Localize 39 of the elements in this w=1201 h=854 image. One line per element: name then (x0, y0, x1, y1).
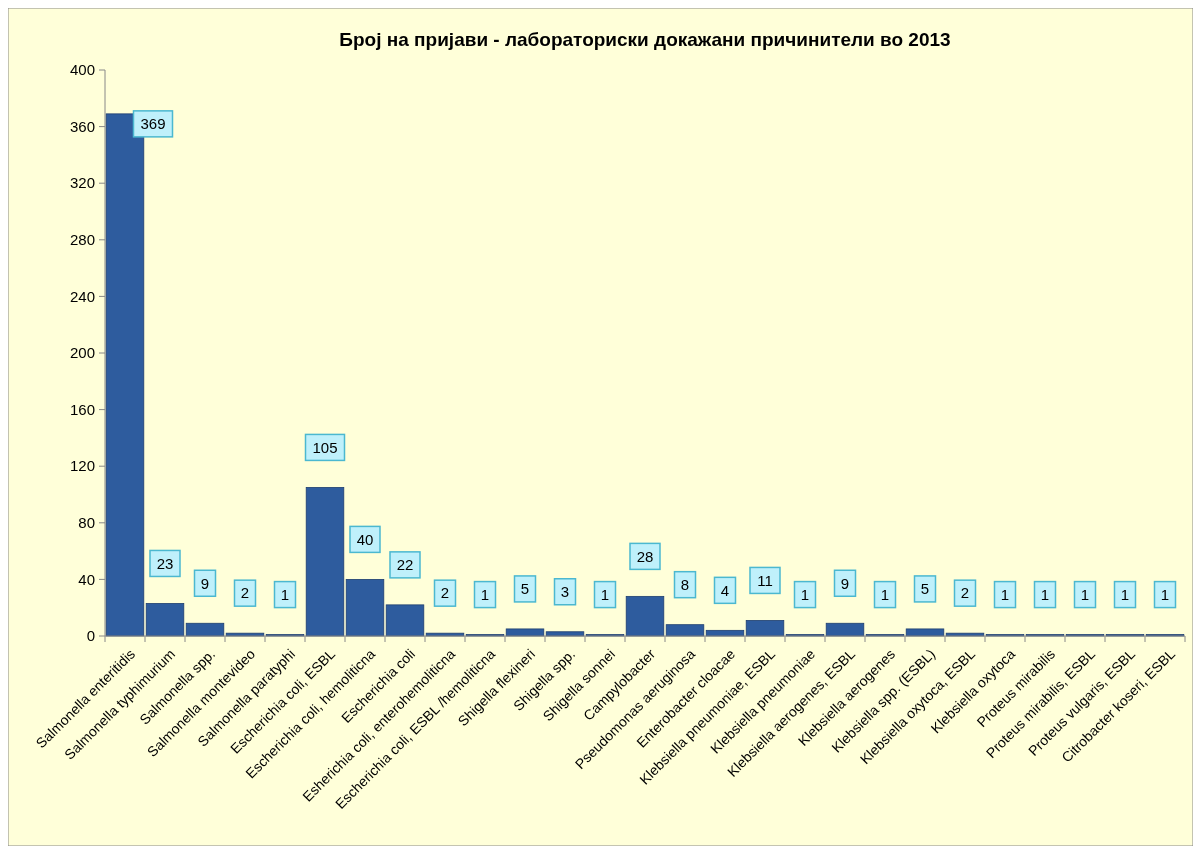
data-label: 9 (200, 574, 210, 592)
data-label: 105 (312, 438, 338, 456)
data-label: 1 (600, 585, 610, 603)
data-label: 23 (156, 554, 174, 572)
chart-title: Број на пријави - лабораториски докажани причинители во 2013 (339, 29, 951, 50)
data-label: 369 (140, 115, 166, 133)
y-tick-label: 40 (78, 570, 95, 588)
data-label: 2 (440, 584, 450, 602)
y-tick-label: 400 (69, 61, 95, 79)
y-tick-label: 120 (69, 457, 95, 475)
data-label: 11 (757, 571, 773, 589)
data-label: 1 (1080, 585, 1090, 603)
y-tick-label: 280 (69, 231, 95, 249)
y-tick-label: 80 (78, 514, 95, 532)
data-label: 1 (1160, 585, 1170, 603)
data-label: 28 (636, 547, 654, 565)
data-label: 8 (680, 575, 690, 593)
data-label: 1 (1120, 585, 1130, 603)
y-tick-label: 0 (86, 627, 95, 645)
data-label: 1 (880, 585, 890, 603)
y-tick-label: 200 (69, 344, 95, 362)
data-label: 1 (1000, 585, 1010, 603)
data-label: 1 (800, 585, 810, 603)
data-label: 22 (396, 556, 414, 574)
data-label: 2 (960, 584, 970, 602)
data-label: 5 (520, 580, 530, 598)
y-tick-label: 160 (69, 400, 95, 418)
data-label: 1 (480, 585, 490, 603)
y-tick-label: 240 (69, 287, 95, 305)
y-tick-label: 320 (69, 174, 95, 192)
data-label: 1 (1040, 585, 1050, 603)
data-label: 9 (840, 574, 850, 592)
data-label: 2 (240, 584, 250, 602)
data-label: 40 (356, 530, 374, 548)
y-tick-label: 360 (69, 117, 95, 135)
data-label: 5 (920, 580, 930, 598)
data-label: 3 (560, 583, 570, 601)
data-label: 1 (280, 585, 290, 603)
data-label: 4 (720, 581, 730, 599)
